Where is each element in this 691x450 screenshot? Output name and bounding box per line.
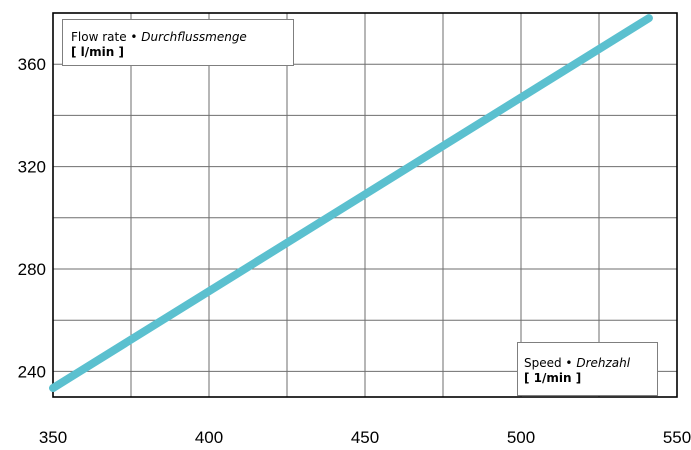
series-line-segment — [49, 14, 653, 393]
y-tick-label: 360 — [18, 55, 46, 74]
x-tick-label: 350 — [39, 428, 67, 447]
y-tick-label: 280 — [18, 260, 46, 279]
y-tick-label: 240 — [18, 362, 46, 381]
y-axis-label-box: Flow rate • Durchflussmenge [ l/min ] — [62, 19, 294, 66]
x-axis-label-box: Speed • Drehzahl [ 1/min ] — [517, 342, 658, 396]
plot-frame — [52, 12, 678, 398]
y-axis-label: Flow rate • Durchflussmenge — [71, 30, 247, 44]
x-tick-label: 550 — [663, 428, 691, 447]
y-tick-labels: 240 280 320 360 — [18, 55, 46, 381]
x-tick-label: 500 — [507, 428, 535, 447]
y-tick-label: 320 — [18, 158, 46, 177]
x-tick-labels: 350 400 450 500 550 — [39, 428, 691, 447]
series-line — [49, 14, 653, 393]
y-axis-unit: [ l/min ] — [71, 45, 124, 59]
x-axis-label: Speed • Drehzahl — [524, 356, 631, 370]
x-tick-label: 450 — [351, 428, 379, 447]
x-tick-label: 400 — [195, 428, 223, 447]
grid-lines — [52, 12, 678, 397]
x-axis-unit: [ 1/min ] — [524, 371, 582, 385]
